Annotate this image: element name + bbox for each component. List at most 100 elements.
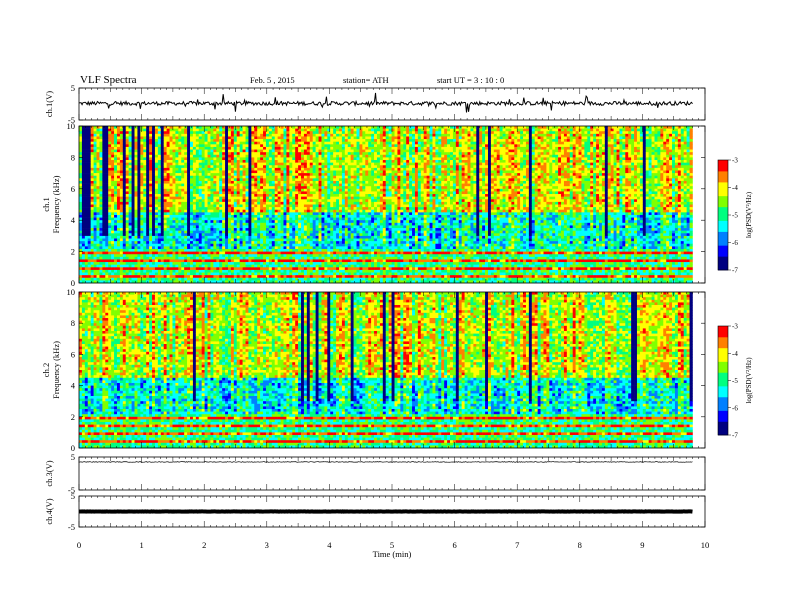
psd-cell: [87, 246, 91, 250]
psd-cell: [184, 220, 188, 224]
psd-cell: [271, 131, 276, 135]
psd-cell: [154, 160, 159, 163]
psd-cell: [225, 144, 229, 148]
psd-cell: [204, 196, 208, 200]
psd-cell: [166, 162, 170, 166]
psd-cell: [242, 222, 246, 226]
psd-cell: [280, 162, 284, 166]
psd-cell: [289, 280, 293, 284]
psd-cell: [178, 264, 182, 268]
psd-cell: [81, 173, 86, 177]
psd-cell: [303, 201, 308, 205]
psd-cell: [301, 144, 305, 148]
psd-cell: [207, 201, 211, 205]
psd-cell: [298, 243, 302, 247]
psd-cell: [201, 149, 205, 153]
psd-cell: [198, 243, 202, 247]
psd-cell: [163, 128, 167, 132]
psd-cell: [131, 167, 135, 171]
psd-cell: [265, 162, 270, 166]
psd-cell: [283, 259, 287, 263]
psd-cell: [157, 162, 162, 166]
psd-cell: [154, 196, 159, 200]
psd-cell: [157, 180, 162, 184]
psd-cell: [286, 233, 290, 237]
psd-cell: [131, 191, 135, 195]
psd-cell: [195, 141, 200, 145]
psd-cell: [289, 144, 293, 148]
psd-cell: [219, 160, 223, 163]
psd-cell: [79, 269, 83, 273]
psd-cell: [292, 175, 296, 179]
psd-cell: [166, 154, 170, 158]
psd-cell: [216, 128, 220, 132]
psd-cell: [190, 196, 194, 200]
psd-cell: [122, 209, 127, 213]
psd-cell: [172, 209, 176, 213]
psd-cell: [122, 238, 127, 242]
psd-cell: [187, 152, 191, 156]
psd-cell: [210, 186, 214, 190]
psd-cell: [298, 238, 302, 242]
psd-cell: [227, 186, 232, 190]
psd-cell: [122, 136, 127, 140]
psd-cell: [289, 141, 293, 145]
psd-cell: [303, 233, 308, 237]
psd-cell: [131, 259, 135, 263]
psd-cell: [283, 217, 287, 221]
psd-cell: [219, 272, 223, 276]
psd-cell: [230, 230, 235, 234]
psd-cell: [251, 175, 255, 179]
psd-cell: [90, 243, 94, 247]
psd-cell: [213, 165, 217, 169]
psd-cell: [306, 204, 311, 208]
psd-cell: [298, 186, 302, 190]
psd-cell: [114, 212, 118, 216]
psd-cell: [137, 136, 141, 140]
psd-cell: [309, 222, 314, 226]
psd-cell: [236, 173, 240, 177]
psd-cell: [268, 141, 273, 145]
psd-cell: [277, 133, 281, 137]
psd-cell: [230, 167, 235, 171]
psd-cell: [225, 217, 229, 221]
psd-cell: [222, 180, 226, 184]
psd-cell: [277, 222, 281, 226]
psd-cell: [157, 264, 162, 268]
psd-cell: [90, 225, 94, 229]
psd-cell: [257, 149, 261, 153]
psd-cell: [172, 157, 176, 161]
psd-cell: [251, 238, 255, 242]
psd-cell: [204, 214, 208, 218]
psd-cell: [157, 128, 162, 132]
psd-cell: [257, 277, 261, 281]
psd-cell: [187, 222, 191, 226]
psd-cell: [149, 264, 153, 268]
psd-cell: [134, 275, 138, 279]
psd-cell: [239, 162, 243, 166]
psd-cell: [87, 133, 91, 137]
psd-cell: [163, 248, 167, 252]
psd-cell: [198, 131, 202, 135]
psd-cell: [257, 235, 261, 239]
psd-cell: [160, 280, 165, 284]
psd-cell: [239, 144, 243, 148]
psd-cell: [119, 256, 124, 260]
psd-cell: [87, 238, 91, 242]
psd-cell: [306, 259, 311, 263]
psd-cell: [230, 275, 235, 279]
psd-cell: [248, 133, 252, 137]
psd-cell: [105, 241, 109, 245]
psd-cell: [116, 186, 121, 190]
psd-cell: [292, 222, 296, 226]
psd-cell: [166, 214, 170, 218]
psd-cell: [157, 146, 162, 150]
psd-cell: [274, 180, 278, 184]
psd-cell: [254, 269, 258, 273]
psd-cell: [301, 126, 305, 129]
psd-cell: [184, 178, 188, 182]
psd-cell: [111, 228, 115, 231]
psd-cell: [251, 225, 255, 229]
psd-cell: [207, 251, 211, 255]
